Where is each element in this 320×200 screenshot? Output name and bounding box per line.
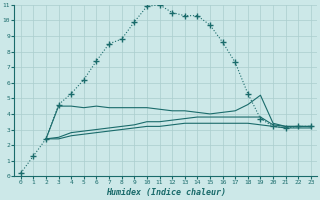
X-axis label: Humidex (Indice chaleur): Humidex (Indice chaleur)	[106, 188, 226, 197]
